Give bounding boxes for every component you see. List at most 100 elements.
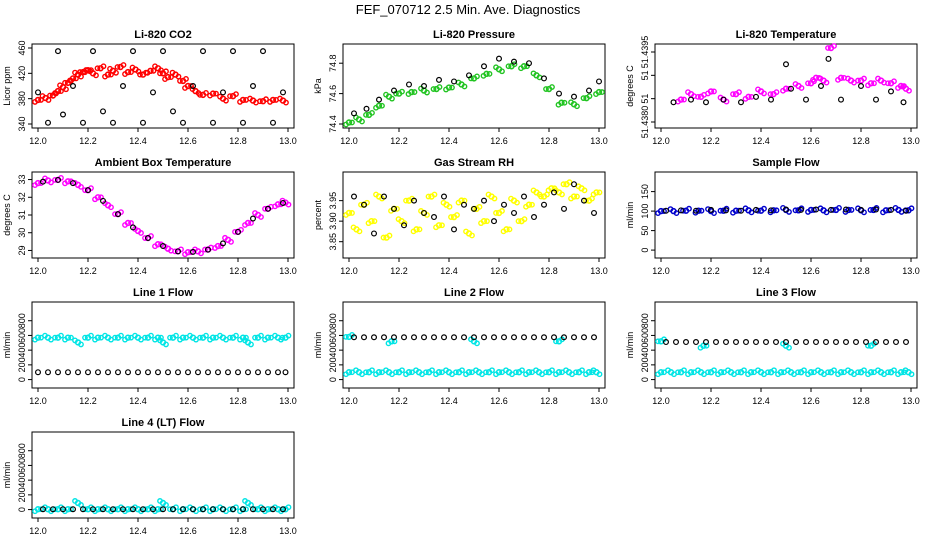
data-point bbox=[102, 73, 108, 80]
data-point bbox=[855, 205, 861, 212]
x-tick-label: 12.6 bbox=[179, 526, 197, 536]
data-point bbox=[681, 96, 687, 103]
data-point bbox=[573, 369, 579, 376]
data-point bbox=[92, 336, 98, 343]
data-point bbox=[285, 504, 292, 511]
data-point bbox=[519, 367, 525, 374]
data-point bbox=[423, 369, 429, 376]
y-tick-label: 600 bbox=[640, 328, 650, 343]
data-point bbox=[570, 181, 577, 188]
data-point bbox=[817, 82, 824, 89]
series-secondary bbox=[34, 369, 289, 376]
x-tick-label: 12.4 bbox=[752, 136, 770, 146]
data-point bbox=[185, 369, 192, 376]
y-tick-label: 800 bbox=[17, 313, 27, 328]
data-point bbox=[150, 89, 157, 96]
data-point bbox=[885, 80, 891, 87]
data-point bbox=[499, 208, 505, 214]
data-point bbox=[433, 224, 439, 231]
x-tick-label: 13.0 bbox=[279, 266, 297, 276]
data-point bbox=[260, 48, 267, 55]
data-point bbox=[580, 334, 587, 341]
data-point bbox=[260, 506, 267, 513]
data-point bbox=[89, 506, 96, 513]
y-tick-label: 200 bbox=[17, 357, 27, 372]
data-point bbox=[160, 243, 167, 250]
y-tick-label: 600 bbox=[17, 328, 27, 343]
data-point bbox=[485, 191, 492, 198]
chart-title: Li-820 CO2 bbox=[134, 29, 191, 41]
data-point bbox=[135, 369, 142, 376]
x-tick-label: 12.6 bbox=[179, 396, 197, 406]
data-point bbox=[837, 96, 844, 103]
data-point bbox=[145, 369, 152, 376]
data-point bbox=[203, 332, 209, 339]
y-tick-label: 420 bbox=[17, 66, 27, 81]
data-point bbox=[130, 506, 137, 513]
data-point bbox=[441, 334, 448, 341]
data-point bbox=[152, 336, 158, 343]
data-point bbox=[880, 209, 886, 216]
data-point bbox=[455, 79, 462, 86]
y-tick-label: 51 bbox=[640, 94, 650, 104]
data-point bbox=[787, 85, 794, 92]
data-point bbox=[506, 226, 513, 233]
data-point bbox=[872, 206, 879, 213]
y-tick-label: 51 bbox=[640, 70, 650, 80]
data-point bbox=[568, 195, 574, 202]
data-point bbox=[491, 334, 498, 341]
data-point bbox=[455, 199, 462, 206]
x-tick-label: 12.4 bbox=[752, 266, 770, 276]
y-tick-label: 0 bbox=[17, 507, 27, 512]
x-tick-label: 12.0 bbox=[340, 396, 358, 406]
chart-panel-8: Line 2 Flow 12.0 12.2 12.4 12.6 12.8 13.0 0 2004… bbox=[313, 287, 608, 406]
data-point bbox=[707, 206, 714, 213]
x-tick-label: 12.0 bbox=[29, 136, 47, 146]
data-point bbox=[250, 215, 257, 222]
data-point bbox=[775, 371, 781, 378]
data-point bbox=[262, 205, 268, 212]
x-tick-label: 12.8 bbox=[540, 266, 558, 276]
data-point bbox=[54, 369, 61, 376]
chart-panel-2: Li-820 Pressure 12.0 12.2 12.4 12.6 12.8 13.0 7… bbox=[313, 29, 608, 146]
data-point bbox=[167, 506, 173, 513]
data-point bbox=[235, 228, 242, 235]
x-tick-label: 13.0 bbox=[590, 266, 608, 276]
data-point bbox=[124, 369, 131, 376]
data-point bbox=[34, 89, 41, 96]
data-point bbox=[421, 82, 428, 89]
data-point bbox=[481, 197, 488, 204]
data-point bbox=[356, 228, 363, 235]
data-point bbox=[568, 99, 574, 106]
data-point bbox=[237, 99, 243, 105]
x-tick-label: 13.0 bbox=[590, 136, 608, 146]
chart-title: Li-820 Pressure bbox=[433, 29, 515, 41]
data-point bbox=[908, 371, 915, 378]
y-tick-label: 74.8 bbox=[328, 54, 338, 72]
x-tick-label: 12.8 bbox=[852, 266, 870, 276]
data-point bbox=[242, 498, 248, 504]
data-point bbox=[530, 214, 537, 221]
data-point bbox=[433, 371, 439, 378]
data-point bbox=[887, 206, 894, 213]
data-point bbox=[371, 218, 378, 225]
data-point bbox=[525, 60, 532, 67]
data-point bbox=[717, 207, 724, 214]
data-point bbox=[34, 369, 41, 376]
data-point bbox=[265, 205, 272, 212]
data-point bbox=[590, 367, 597, 374]
data-point bbox=[230, 48, 237, 55]
data-point bbox=[148, 332, 154, 339]
data-point bbox=[87, 68, 93, 75]
data-point bbox=[280, 89, 287, 96]
data-point bbox=[773, 207, 780, 214]
data-point bbox=[416, 226, 423, 233]
data-point bbox=[871, 80, 877, 87]
data-point bbox=[82, 69, 88, 76]
data-point bbox=[536, 74, 543, 81]
data-point bbox=[593, 91, 599, 97]
data-point bbox=[742, 339, 749, 346]
data-point bbox=[250, 506, 257, 513]
data-point bbox=[79, 506, 86, 513]
y-tick-label: 800 bbox=[328, 313, 338, 328]
